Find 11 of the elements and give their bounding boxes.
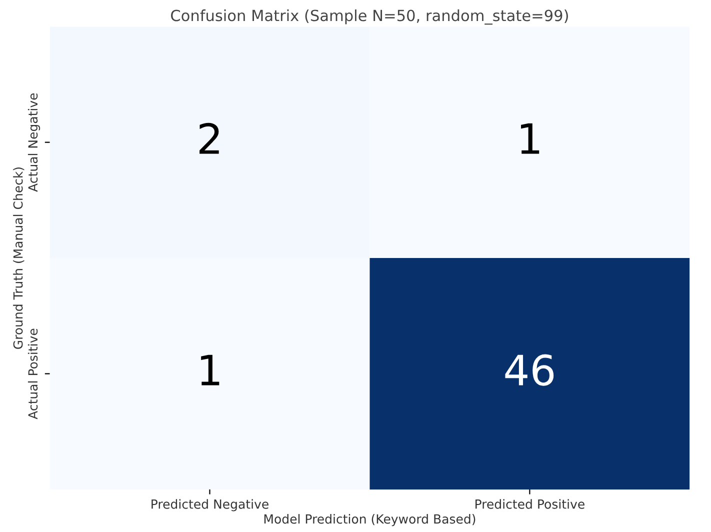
y-axis-title: Ground Truth (Manual Check) — [13, 167, 24, 349]
y-tick-label: Actual Positive — [28, 328, 38, 420]
chart-title: Confusion Matrix (Sample N=50, random_state=99) — [171, 9, 568, 25]
data-label: 1 — [201, 354, 220, 386]
data-label: 46 — [505, 354, 554, 386]
data-label: 2 — [200, 122, 219, 154]
x-axis-title: Model Prediction (Keyword Based) — [264, 514, 476, 526]
x-tick-label: Predicted Negative — [152, 499, 268, 512]
data-label: 1 — [521, 123, 540, 154]
y-tick-label: Actual Negative — [28, 93, 40, 192]
x-tick-label: Predicted Positive — [476, 499, 584, 509]
